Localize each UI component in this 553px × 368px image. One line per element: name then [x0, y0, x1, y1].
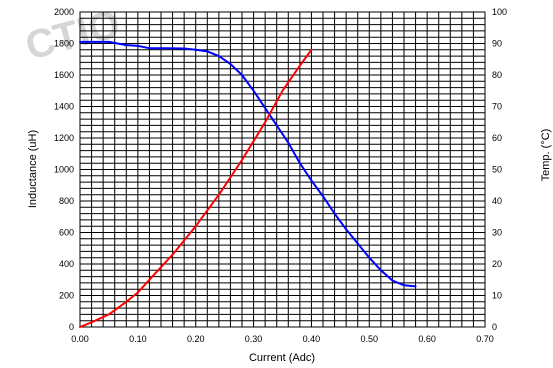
- y2-tick-label: 10: [492, 291, 502, 301]
- y2-tick-label: 40: [492, 196, 502, 206]
- y-tick-label: 0: [69, 322, 74, 332]
- y2-tick-label: 80: [492, 70, 502, 80]
- series-lines: [79, 40, 417, 328]
- x-tick-label: 0.20: [187, 334, 205, 344]
- x-axis-title: Current (Adc): [249, 352, 315, 364]
- plot-frame: [79, 11, 486, 328]
- y2-tick-label: 0: [492, 322, 497, 332]
- y-tick-label: 200: [59, 291, 74, 301]
- y-tick-label: 1200: [54, 133, 74, 143]
- grid: [80, 12, 485, 327]
- inductance-series-line: [79, 40, 417, 288]
- x-tick-label: 0.30: [245, 334, 263, 344]
- tick-labels: 0.00 0.10 0.20 0.30 0.40 0.50 0.60 0.7002004006…: [54, 7, 507, 344]
- y-axis-title: Inductance (uH): [27, 130, 39, 208]
- y-tick-label: 1800: [54, 39, 74, 49]
- x-tick-label: 0.60: [418, 334, 436, 344]
- y2-tick-label: 30: [492, 228, 502, 238]
- x-tick-label: 0.70: [476, 334, 494, 344]
- y2-tick-label: 100: [492, 7, 507, 17]
- x-tick-label: 0.00: [71, 334, 89, 344]
- y-tick-label: 2000: [54, 7, 74, 17]
- x-tick-label: 0.10: [129, 334, 147, 344]
- y2-tick-label: 70: [492, 102, 502, 112]
- temperature-series-line: [79, 48, 313, 328]
- y-tick-label: 1400: [54, 102, 74, 112]
- y-tick-label: 1000: [54, 165, 74, 175]
- y-tick-label: 800: [59, 196, 74, 206]
- y-tick-label: 400: [59, 259, 74, 269]
- y2-axis-title: Temp. (°C): [540, 129, 552, 182]
- x-tick-label: 0.40: [303, 334, 321, 344]
- y2-tick-label: 20: [492, 259, 502, 269]
- y2-tick-label: 50: [492, 165, 502, 175]
- x-tick-label: 0.50: [361, 334, 379, 344]
- y2-tick-label: 90: [492, 39, 502, 49]
- y-tick-label: 1600: [54, 70, 74, 80]
- y-tick-label: 600: [59, 228, 74, 238]
- y2-tick-label: 60: [492, 133, 502, 143]
